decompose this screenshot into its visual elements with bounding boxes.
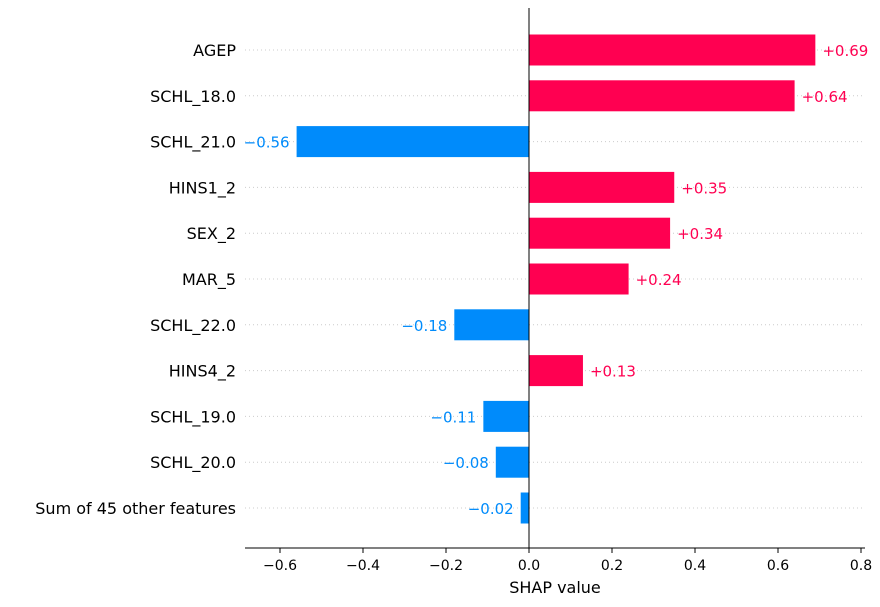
bar-hins1-2 [529, 171, 675, 203]
x-tick-label: 0.2 [601, 558, 623, 574]
value-label: −0.18 [401, 317, 447, 335]
value-label: +0.13 [590, 363, 636, 381]
bar-sum-of-45-other-features [520, 492, 529, 524]
feature-label: SEX_2 [187, 224, 236, 244]
x-tick-label: 0.8 [850, 558, 872, 574]
value-labels: +0.69 +0.64 −0.56 +0.35 +0.34 +0.24 −0.18 +0.13… [244, 42, 869, 518]
feature-label: MAR_5 [182, 270, 236, 290]
bar-sex-2 [529, 217, 671, 249]
feature-labels: AGEP SCHL_18.0 SCHL_21.0 HINS1_2 SEX_2 MAR_5 S… [35, 41, 236, 518]
x-tick-label: 0.4 [684, 558, 706, 574]
x-tick-label: 0.6 [767, 558, 789, 574]
value-label: +0.64 [802, 88, 848, 106]
x-axis-title: SHAP value [509, 578, 601, 597]
x-tick-label: −0.4 [346, 558, 380, 574]
x-tick-label: −0.2 [429, 558, 463, 574]
x-tick-label: −0.6 [263, 558, 297, 574]
x-axis: −0.6 −0.4 −0.2 0.0 0.2 0.4 0.6 0.8 [245, 8, 872, 574]
bar-mar-5 [529, 263, 629, 295]
value-label: +0.69 [822, 42, 868, 60]
bar-hins4-2 [529, 355, 583, 387]
value-label: −0.02 [468, 500, 514, 518]
bar-schl-19-0 [483, 400, 529, 432]
feature-label: SCHL_19.0 [150, 407, 236, 427]
value-label: −0.56 [244, 134, 290, 152]
feature-label: SCHL_18.0 [150, 87, 236, 107]
feature-label: SCHL_22.0 [150, 316, 236, 336]
value-label: +0.35 [681, 179, 727, 197]
value-label: +0.24 [636, 271, 682, 289]
feature-label: Sum of 45 other features [35, 499, 236, 518]
feature-label: AGEP [193, 41, 236, 60]
x-tick-label: 0.0 [518, 558, 540, 574]
feature-label: SCHL_21.0 [150, 133, 236, 153]
bar-schl-22-0 [454, 309, 529, 341]
value-label: −0.11 [430, 408, 476, 426]
feature-label: SCHL_20.0 [150, 453, 236, 473]
value-label: −0.08 [443, 454, 489, 472]
bars [296, 34, 816, 524]
bar-agep [529, 34, 816, 66]
feature-label: HINS1_2 [169, 178, 236, 198]
bar-schl-18-0 [529, 80, 795, 112]
feature-label: HINS4_2 [169, 362, 236, 382]
bar-schl-21-0 [296, 126, 529, 158]
bar-schl-20-0 [495, 446, 529, 478]
value-label: +0.34 [677, 225, 723, 243]
